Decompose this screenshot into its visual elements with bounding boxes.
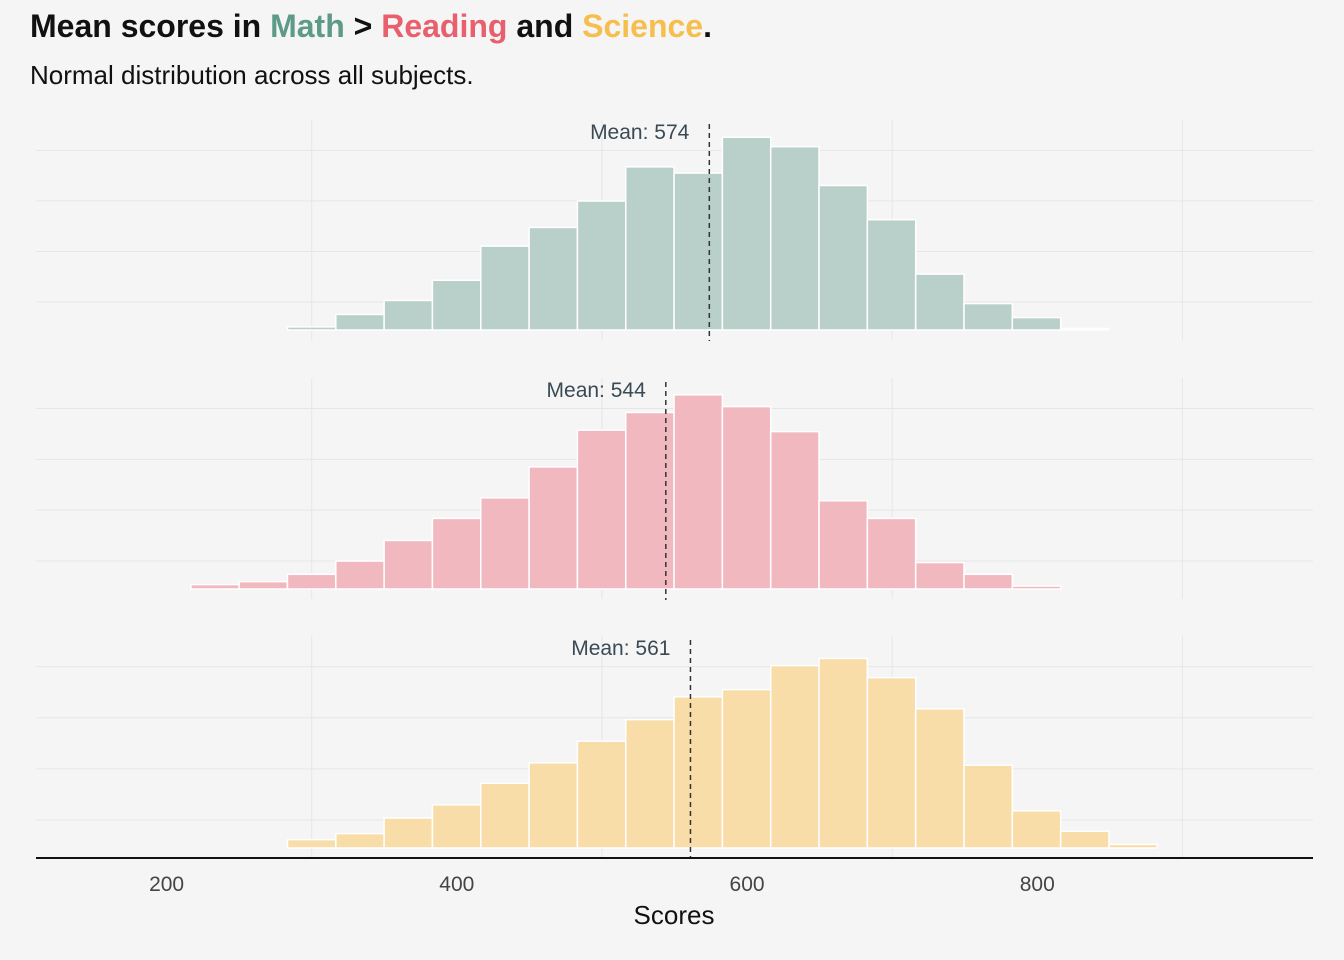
histogram-bar-reading: [238, 580, 289, 590]
histogram-bar-reading: [528, 466, 579, 590]
histogram-bar-science: [383, 817, 434, 849]
title-and: and: [507, 8, 583, 44]
chart-title: Mean scores in Math > Reading and Scienc…: [30, 8, 712, 45]
histogram-bar-reading: [769, 430, 820, 590]
histogram-bar-reading: [624, 411, 675, 590]
panel-science: Mean: 561: [36, 636, 1313, 859]
histogram-bar-reading: [335, 560, 385, 590]
histogram-bar-math: [576, 200, 627, 331]
histogram-bar-reading: [1011, 585, 1062, 590]
x-tick-label: 400: [439, 873, 474, 896]
histogram-bar-science: [1011, 810, 1062, 849]
histogram-bar-science: [335, 832, 385, 849]
histogram-bar-math: [624, 166, 675, 331]
title-science: Science: [582, 8, 704, 44]
histogram-bar-reading: [383, 539, 434, 590]
mean-label-science: Mean: 561: [571, 637, 670, 660]
title-end: .: [703, 8, 712, 44]
histogram-bar-science: [1108, 843, 1159, 849]
histogram-bar-reading: [963, 573, 1014, 590]
mean-label-math: Mean: 574: [590, 121, 690, 144]
histogram-bar-reading: [480, 497, 530, 590]
histogram-bar-math: [383, 299, 434, 331]
histogram-bar-math: [1011, 316, 1062, 331]
histogram-bar-science: [818, 657, 869, 849]
histogram-bar-science: [963, 764, 1014, 849]
histogram-bar-math: [721, 136, 772, 331]
histogram-bar-math: [769, 145, 820, 331]
histogram-bar-science: [914, 708, 965, 849]
histogram-bar-math: [818, 184, 869, 331]
title-reading: Reading: [381, 8, 508, 44]
histogram-bar-science: [624, 718, 675, 849]
histogram-bar-science: [769, 664, 820, 849]
title-gt: >: [344, 8, 382, 44]
histogram-bar-reading: [286, 573, 337, 590]
histogram-bar-math: [335, 313, 385, 331]
histogram-bar-reading: [431, 517, 482, 590]
histogram-bar-science: [1059, 830, 1110, 849]
histogram-bar-math: [1059, 327, 1110, 331]
title-math: Math: [270, 8, 345, 44]
histogram-bar-science: [528, 762, 579, 849]
x-axis-label: Scores: [634, 900, 715, 930]
histogram-bar-reading: [914, 561, 965, 590]
histogram-bar-science: [431, 804, 482, 849]
panel-math: Mean: 574: [36, 120, 1313, 341]
histogram-bar-math: [866, 218, 917, 331]
histogram-bar-math: [480, 245, 530, 331]
histogram-bar-reading: [576, 429, 627, 590]
x-tick-label: 200: [149, 873, 184, 896]
x-tick-label: 600: [730, 873, 765, 896]
histogram-bar-science: [286, 838, 337, 849]
histogram-bar-math: [673, 172, 724, 331]
histogram-bar-science: [721, 688, 772, 849]
title-prefix: Mean scores in: [30, 8, 271, 44]
histogram-bar-math: [286, 326, 337, 331]
mean-label-reading: Mean: 544: [547, 379, 647, 402]
histogram-bar-math: [914, 273, 965, 331]
histogram-bar-science: [673, 696, 724, 849]
histogram-bar-math: [963, 302, 1014, 331]
histogram-bar-math: [528, 226, 579, 331]
histogram-bar-science: [576, 740, 627, 849]
histogram-bar-science: [480, 782, 530, 849]
histogram-bar-reading: [190, 583, 240, 590]
panel-reading: Mean: 544: [36, 378, 1313, 600]
histogram-bar-reading: [721, 405, 772, 590]
histogram-bar-science: [866, 676, 917, 849]
histogram-bar-reading: [866, 517, 917, 590]
x-tick-label: 800: [1020, 873, 1055, 896]
chart-subtitle: Normal distribution across all subjects.: [30, 60, 474, 90]
histogram-bar-reading: [673, 394, 724, 590]
histogram-bar-math: [431, 279, 482, 331]
histogram-bar-reading: [818, 499, 869, 590]
